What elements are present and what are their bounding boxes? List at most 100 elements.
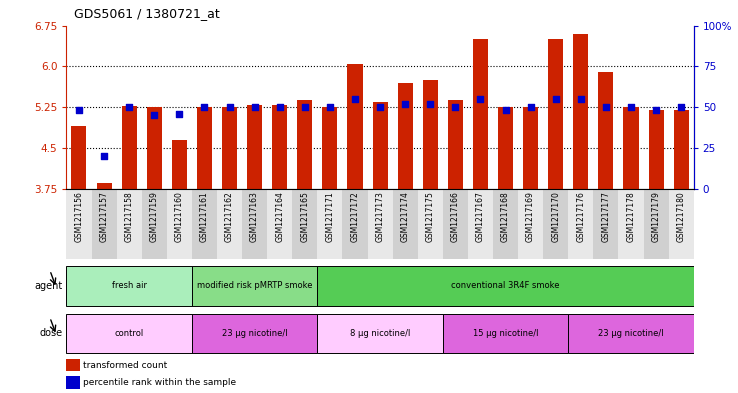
- Bar: [568, 189, 593, 259]
- Bar: [468, 189, 493, 259]
- Bar: [192, 266, 317, 306]
- Text: GSM1217163: GSM1217163: [250, 191, 259, 242]
- Text: GSM1217156: GSM1217156: [75, 191, 83, 242]
- Bar: [644, 189, 669, 259]
- Text: modified risk pMRTP smoke: modified risk pMRTP smoke: [197, 281, 312, 290]
- Bar: [593, 189, 618, 259]
- Point: [374, 104, 386, 110]
- Text: dose: dose: [40, 328, 63, 338]
- Bar: [498, 107, 513, 189]
- Point: [424, 101, 436, 107]
- Bar: [618, 189, 644, 259]
- Point: [249, 104, 261, 110]
- Bar: [92, 189, 117, 259]
- Bar: [217, 189, 242, 259]
- Point: [625, 104, 637, 110]
- Bar: [72, 126, 86, 189]
- Point: [299, 104, 311, 110]
- Text: GSM1217174: GSM1217174: [401, 191, 410, 242]
- Text: 23 µg nicotine/l: 23 µg nicotine/l: [222, 329, 287, 338]
- Text: GSM1217171: GSM1217171: [325, 191, 334, 242]
- Text: GSM1217172: GSM1217172: [351, 191, 359, 242]
- Text: GSM1217165: GSM1217165: [300, 191, 309, 242]
- Bar: [192, 314, 317, 353]
- Bar: [523, 107, 538, 189]
- Bar: [548, 39, 563, 189]
- Bar: [147, 107, 162, 189]
- Bar: [624, 107, 638, 189]
- Bar: [192, 189, 217, 259]
- Point: [399, 101, 411, 107]
- Text: GSM1217179: GSM1217179: [652, 191, 661, 242]
- Text: GSM1217158: GSM1217158: [125, 191, 134, 242]
- Point: [525, 104, 537, 110]
- Text: GSM1217168: GSM1217168: [501, 191, 510, 242]
- Bar: [398, 83, 413, 189]
- Text: GSM1217180: GSM1217180: [677, 191, 686, 242]
- Bar: [317, 189, 342, 259]
- Bar: [317, 266, 694, 306]
- Bar: [669, 189, 694, 259]
- Bar: [368, 189, 393, 259]
- Text: GSM1217177: GSM1217177: [601, 191, 610, 242]
- Text: GSM1217175: GSM1217175: [426, 191, 435, 242]
- Point: [73, 107, 85, 114]
- Text: transformed count: transformed count: [83, 361, 167, 369]
- Point: [500, 107, 511, 114]
- Point: [575, 96, 587, 102]
- Text: 15 µg nicotine/l: 15 µg nicotine/l: [473, 329, 538, 338]
- Bar: [443, 314, 568, 353]
- Bar: [448, 100, 463, 189]
- Text: 23 µg nicotine/l: 23 µg nicotine/l: [599, 329, 663, 338]
- Bar: [247, 105, 262, 189]
- Point: [224, 104, 235, 110]
- Bar: [568, 314, 694, 353]
- Text: GDS5061 / 1380721_at: GDS5061 / 1380721_at: [74, 7, 219, 20]
- Bar: [222, 107, 237, 189]
- Bar: [242, 189, 267, 259]
- Bar: [393, 189, 418, 259]
- Point: [123, 104, 135, 110]
- Point: [148, 112, 160, 118]
- Text: percentile rank within the sample: percentile rank within the sample: [83, 378, 235, 387]
- Point: [324, 104, 336, 110]
- Bar: [66, 314, 192, 353]
- Bar: [473, 39, 488, 189]
- Text: GSM1217166: GSM1217166: [451, 191, 460, 242]
- Point: [199, 104, 210, 110]
- Text: GSM1217169: GSM1217169: [526, 191, 535, 242]
- Point: [449, 104, 461, 110]
- Bar: [197, 107, 212, 189]
- Point: [675, 104, 687, 110]
- Bar: [348, 64, 362, 189]
- Bar: [272, 105, 287, 189]
- Bar: [66, 266, 192, 306]
- Text: control: control: [114, 329, 144, 338]
- Bar: [297, 100, 312, 189]
- Bar: [443, 189, 468, 259]
- Bar: [573, 34, 588, 189]
- Point: [600, 104, 612, 110]
- Bar: [649, 110, 663, 189]
- Point: [475, 96, 486, 102]
- Bar: [117, 189, 142, 259]
- Text: GSM1217162: GSM1217162: [225, 191, 234, 242]
- Bar: [674, 110, 689, 189]
- Point: [550, 96, 562, 102]
- Bar: [418, 189, 443, 259]
- Text: GSM1217176: GSM1217176: [576, 191, 585, 242]
- Text: GSM1217170: GSM1217170: [551, 191, 560, 242]
- Point: [650, 107, 662, 114]
- Text: agent: agent: [35, 281, 63, 291]
- Bar: [267, 189, 292, 259]
- Bar: [167, 189, 192, 259]
- Bar: [342, 189, 368, 259]
- Text: fresh air: fresh air: [111, 281, 147, 290]
- Bar: [599, 72, 613, 189]
- Bar: [172, 140, 187, 189]
- Text: GSM1217157: GSM1217157: [100, 191, 108, 242]
- Point: [349, 96, 361, 102]
- Text: GSM1217161: GSM1217161: [200, 191, 209, 242]
- Text: conventional 3R4F smoke: conventional 3R4F smoke: [451, 281, 560, 290]
- Text: GSM1217159: GSM1217159: [150, 191, 159, 242]
